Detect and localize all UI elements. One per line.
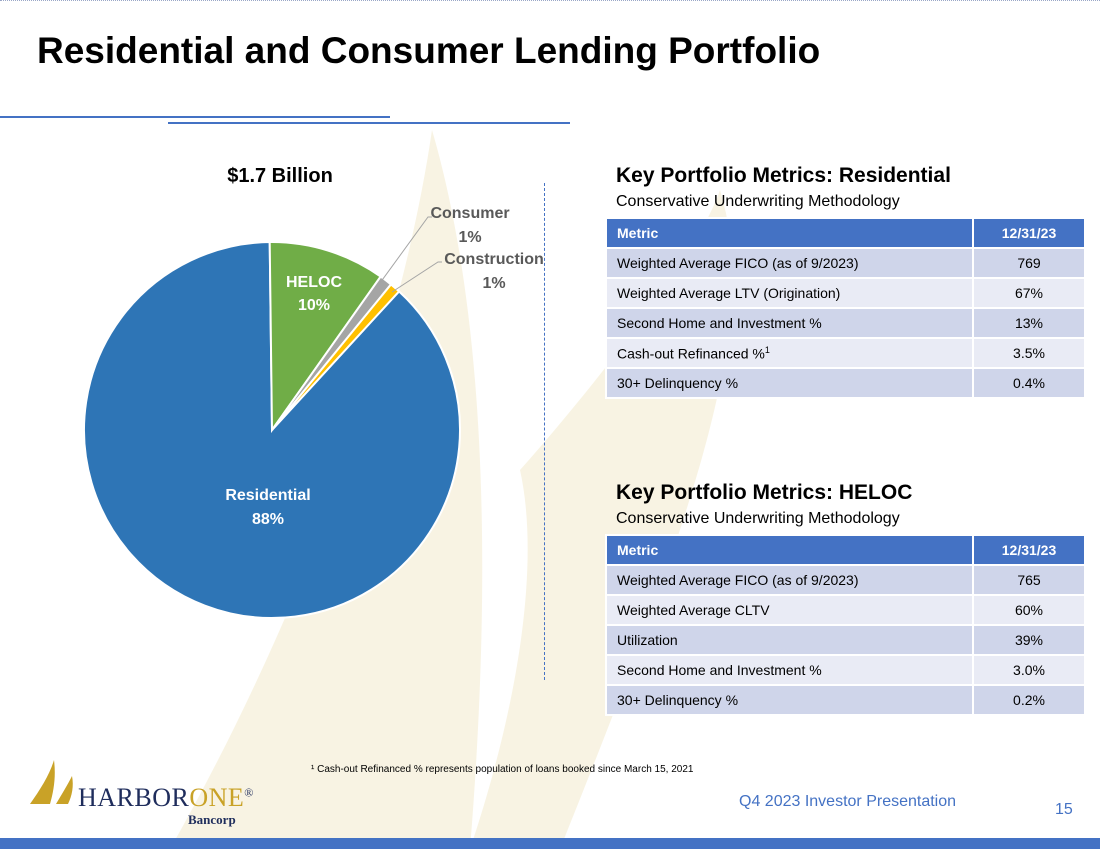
logo-name-one: ONE	[189, 783, 245, 812]
metric-value: 0.4%	[972, 367, 1086, 399]
top-dotted-border	[0, 0, 1100, 1]
logo-registered: ®	[244, 785, 254, 800]
metric-value: 39%	[972, 624, 1086, 656]
label-residential: Residential	[225, 487, 310, 504]
metric-name: Weighted Average FICO (as of 9/2023)	[605, 247, 974, 279]
bottom-accent-bar	[0, 838, 1100, 849]
label-consumer: Consumer	[430, 205, 509, 222]
construction-leader-line	[391, 261, 442, 293]
page-number: 15	[1055, 801, 1073, 818]
header-date: 12/31/23	[972, 217, 1086, 249]
table-row: Second Home and Investment % 13%	[605, 307, 1086, 339]
heloc-metrics-title: Key Portfolio Metrics: HELOC	[616, 481, 913, 504]
metric-value: 67%	[972, 277, 1086, 309]
table-row: Weighted Average FICO (as of 9/2023) 765	[605, 564, 1086, 596]
residential-metrics-table: Metric 12/31/23 Weighted Average FICO (a…	[605, 217, 1086, 399]
pct-heloc: 10%	[298, 297, 330, 314]
metric-value: 3.0%	[972, 654, 1086, 686]
table-header-row: Metric 12/31/23	[605, 217, 1086, 249]
table-row: Cash-out Refinanced %1 3.5%	[605, 337, 1086, 369]
page-title: Residential and Consumer Lending Portfol…	[37, 30, 821, 71]
title-underline-right	[168, 122, 570, 124]
harborone-logo-mark	[30, 760, 73, 804]
pct-residential: 88%	[252, 511, 284, 528]
label-heloc: HELOC	[286, 274, 342, 291]
metric-name-cell: Cash-out Refinanced %1	[605, 337, 974, 369]
footnote: ¹ Cash-out Refinanced % represents popul…	[311, 764, 694, 775]
table-row: Second Home and Investment % 3.0%	[605, 654, 1086, 686]
vertical-divider	[544, 183, 545, 680]
table-row: Weighted Average FICO (as of 9/2023) 769	[605, 247, 1086, 279]
header-date: 12/31/23	[972, 534, 1086, 566]
pct-consumer: 1%	[458, 229, 481, 246]
metric-name: Utilization	[605, 624, 974, 656]
metric-value: 13%	[972, 307, 1086, 339]
table-row: Weighted Average CLTV 60%	[605, 594, 1086, 626]
residential-metrics-subtitle: Conservative Underwriting Methodology	[616, 193, 900, 210]
footnote-marker: 1	[764, 344, 770, 355]
heloc-metrics-subtitle: Conservative Underwriting Methodology	[616, 510, 900, 527]
metric-name: Weighted Average FICO (as of 9/2023)	[605, 564, 974, 596]
heloc-metrics-table: Metric 12/31/23 Weighted Average FICO (a…	[605, 534, 1086, 716]
header-metric: Metric	[605, 217, 974, 249]
logo-name-harbor: HARBOR	[78, 783, 190, 812]
metric-name: 30+ Delinquency %	[605, 684, 974, 716]
metric-value: 60%	[972, 594, 1086, 626]
metric-name: Weighted Average LTV (Origination)	[605, 277, 974, 309]
metric-value: 769	[972, 247, 1086, 279]
pct-construction: 1%	[482, 275, 505, 292]
table-row: Weighted Average LTV (Origination) 67%	[605, 277, 1086, 309]
table-row: 30+ Delinquency % 0.4%	[605, 367, 1086, 399]
header-metric: Metric	[605, 534, 974, 566]
metric-value: 765	[972, 564, 1086, 596]
pie-slice-construction	[271, 283, 401, 431]
pie-slice-heloc	[268, 241, 383, 434]
metric-name: 30+ Delinquency %	[605, 367, 974, 399]
table-header-row: Metric 12/31/23	[605, 534, 1086, 566]
metric-name: Cash-out Refinanced %	[617, 345, 765, 362]
metric-value: 0.2%	[972, 684, 1086, 716]
portfolio-pie-chart: $1.7 Billion Residential 88% HELOC 10% C…	[83, 165, 544, 619]
footer-presentation-name: Q4 2023 Investor Presentation	[739, 793, 957, 810]
chart-title: $1.7 Billion	[227, 165, 333, 187]
logo-subtitle: Bancorp	[188, 812, 236, 827]
label-construction: Construction	[444, 251, 544, 268]
consumer-leader-line	[379, 216, 432, 284]
title-underline-left	[0, 116, 390, 118]
residential-metrics-title: Key Portfolio Metrics: Residential	[616, 164, 951, 187]
logo-wordmark: HARBORONE®	[78, 783, 254, 813]
metric-value: 3.5%	[972, 337, 1086, 369]
metric-name: Second Home and Investment %	[605, 654, 974, 686]
table-row: Utilization 39%	[605, 624, 1086, 656]
metric-name: Weighted Average CLTV	[605, 594, 974, 626]
table-row: 30+ Delinquency % 0.2%	[605, 684, 1086, 716]
metric-name: Second Home and Investment %	[605, 307, 974, 339]
